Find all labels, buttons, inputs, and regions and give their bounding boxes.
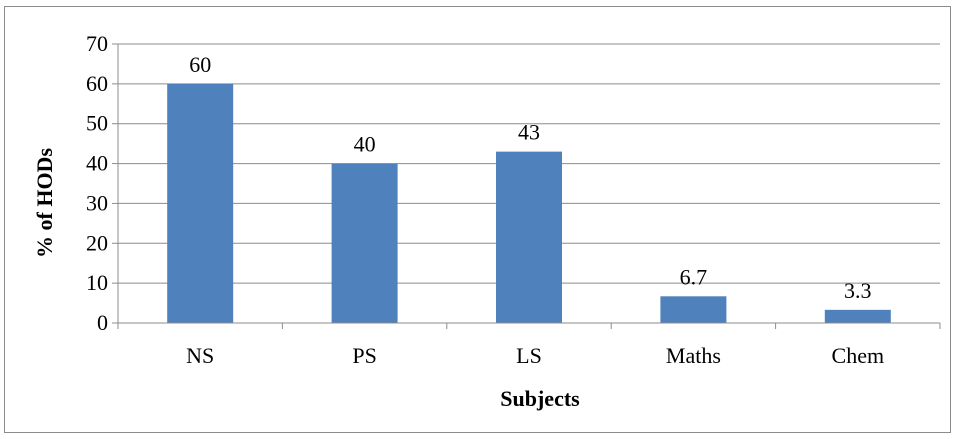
labels: 0 10 20 30 40 50 60 70 60 NS 40 PS 43 LS 6.7 Maths 3.3 Ch… (86, 31, 884, 368)
x-tick-label: Maths (666, 343, 721, 368)
y-tick-label: 50 (86, 111, 108, 136)
data-label: 6.7 (680, 264, 708, 289)
y-tick-label: 0 (97, 310, 108, 335)
gridlines (118, 43, 940, 284)
bars (167, 83, 891, 323)
x-tick-label: Chem (832, 343, 885, 368)
x-tick-label: PS (352, 343, 376, 368)
x-tick-label: LS (516, 343, 542, 368)
chart-frame (4, 6, 951, 433)
bar (167, 83, 234, 323)
y-tick-label: 40 (86, 151, 108, 176)
bar (331, 163, 398, 323)
bar (496, 151, 562, 323)
bar (824, 309, 891, 323)
y-tick-label: 20 (86, 230, 108, 255)
axes (112, 43, 941, 329)
x-tick-label: NS (186, 343, 214, 368)
y-tick-label: 30 (86, 190, 108, 215)
data-label: 40 (354, 132, 376, 157)
data-label: 3.3 (844, 278, 872, 303)
data-label: 43 (518, 120, 540, 145)
y-tick-label: 60 (86, 71, 108, 96)
x-axis-title: Subjects (500, 386, 580, 411)
bar (660, 296, 727, 323)
data-label: 60 (189, 52, 211, 77)
y-axis-title: % of HODs (32, 148, 57, 258)
y-tick-label: 70 (86, 31, 108, 56)
y-tick-label: 10 (86, 270, 108, 295)
